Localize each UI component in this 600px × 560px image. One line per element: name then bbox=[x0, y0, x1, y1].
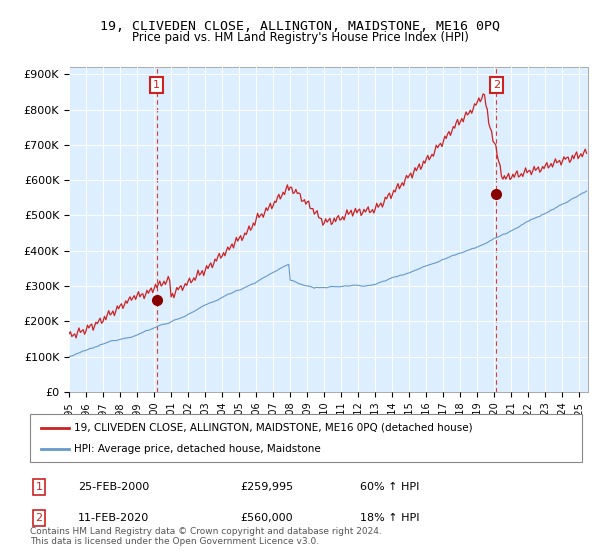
Text: Price paid vs. HM Land Registry's House Price Index (HPI): Price paid vs. HM Land Registry's House … bbox=[131, 31, 469, 44]
Text: 18% ↑ HPI: 18% ↑ HPI bbox=[360, 513, 419, 523]
FancyBboxPatch shape bbox=[30, 414, 582, 462]
Text: HPI: Average price, detached house, Maidstone: HPI: Average price, detached house, Maid… bbox=[74, 444, 321, 454]
Text: 60% ↑ HPI: 60% ↑ HPI bbox=[360, 482, 419, 492]
Text: 19, CLIVEDEN CLOSE, ALLINGTON, MAIDSTONE, ME16 0PQ (detached house): 19, CLIVEDEN CLOSE, ALLINGTON, MAIDSTONE… bbox=[74, 423, 473, 433]
Text: £259,995: £259,995 bbox=[240, 482, 293, 492]
Text: 1: 1 bbox=[153, 80, 160, 90]
Text: Contains HM Land Registry data © Crown copyright and database right 2024.
This d: Contains HM Land Registry data © Crown c… bbox=[30, 526, 382, 546]
Text: 1: 1 bbox=[35, 482, 43, 492]
Text: 2: 2 bbox=[35, 513, 43, 523]
Text: 2: 2 bbox=[493, 80, 500, 90]
Text: 19, CLIVEDEN CLOSE, ALLINGTON, MAIDSTONE, ME16 0PQ: 19, CLIVEDEN CLOSE, ALLINGTON, MAIDSTONE… bbox=[100, 20, 500, 32]
Text: 11-FEB-2020: 11-FEB-2020 bbox=[78, 513, 149, 523]
Text: £560,000: £560,000 bbox=[240, 513, 293, 523]
Text: 25-FEB-2000: 25-FEB-2000 bbox=[78, 482, 149, 492]
